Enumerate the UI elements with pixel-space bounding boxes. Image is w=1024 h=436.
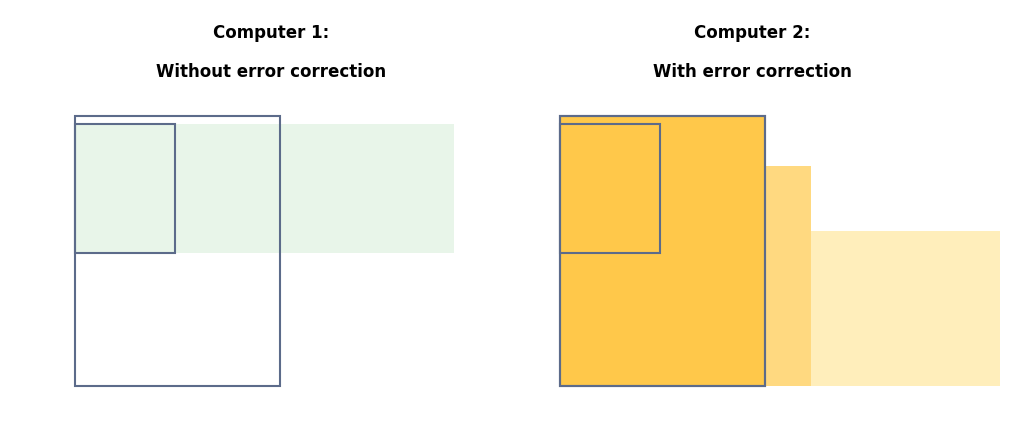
Bar bbox=[75, 124, 454, 253]
Text: Computer 2:: Computer 2: bbox=[694, 24, 811, 42]
Bar bbox=[560, 124, 660, 253]
Bar bbox=[560, 116, 765, 386]
Bar bbox=[75, 124, 175, 253]
Bar bbox=[75, 116, 280, 386]
Bar bbox=[560, 116, 765, 386]
Bar bbox=[688, 231, 1000, 386]
Bar bbox=[75, 124, 280, 253]
Bar bbox=[560, 116, 765, 386]
Bar bbox=[622, 166, 811, 386]
Text: Computer 1:: Computer 1: bbox=[213, 24, 330, 42]
Text: Without error correction: Without error correction bbox=[157, 63, 386, 81]
Bar bbox=[75, 116, 280, 386]
Text: With error correction: With error correction bbox=[653, 63, 852, 81]
